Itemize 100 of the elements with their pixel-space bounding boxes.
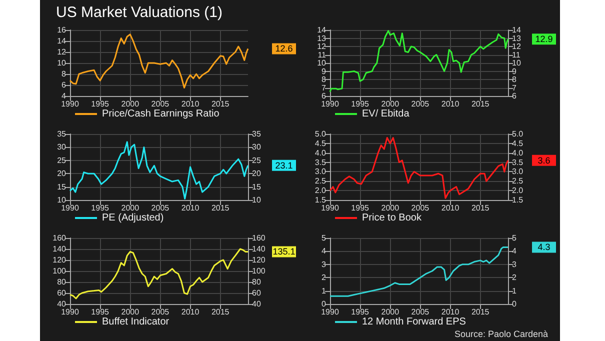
- y2-tick-label: 14: [512, 26, 522, 34]
- source-note: Source: Paolo Cardenà: [454, 329, 548, 339]
- y-tick-label: 120: [52, 256, 67, 264]
- x-tick-label: 2010: [441, 204, 460, 212]
- x-tick-label: 2000: [121, 204, 140, 212]
- y-tick-label: 35: [57, 130, 67, 138]
- x-tick-label: 1990: [61, 204, 80, 212]
- y-tick-label: 3.0: [314, 167, 327, 176]
- x-tick-label: 2005: [151, 308, 170, 316]
- y2-tick-label: 3: [512, 260, 517, 269]
- y2-tick-label: 7: [512, 83, 517, 92]
- y2-tick-label: 60: [252, 288, 262, 298]
- y2-tick-label: 12: [512, 42, 522, 51]
- y2-tick-label: 2.0: [512, 186, 524, 196]
- x-tick-label: 1990: [321, 204, 340, 212]
- y-tick-label: 0: [322, 300, 327, 308]
- y-tick-label: 6: [322, 92, 327, 100]
- y-tick-label: 2.0: [314, 186, 327, 196]
- text: 23.1: [275, 160, 293, 170]
- legend-label: Price/Cash Earnings Ratio: [102, 108, 220, 120]
- line-series: [69, 34, 249, 88]
- x-tick-label: 2015: [211, 204, 230, 212]
- y2-tick-label: 10: [512, 58, 522, 68]
- y-tick-label: 3: [322, 260, 327, 269]
- text: 12.6: [275, 44, 293, 54]
- y2-tick-label: 40: [252, 300, 262, 308]
- y2-tick-label: 5: [512, 234, 517, 242]
- x-tick-label: 2015: [211, 308, 230, 316]
- y2-tick-label: 1.5: [512, 196, 524, 204]
- y2-tick-label: 15: [252, 182, 262, 192]
- x-tick-label: 1990: [61, 308, 80, 316]
- line-series: [329, 30, 509, 93]
- y2-tick-label: 6: [512, 92, 517, 100]
- y-tick-label: 10: [317, 58, 327, 68]
- y-tick-label: 2: [322, 273, 327, 282]
- y-tick-label: 12: [317, 42, 327, 51]
- y2-tick-label: 160: [252, 234, 266, 242]
- legend-label: EV/ Ebitda: [362, 108, 410, 120]
- line-series: [69, 248, 249, 300]
- y2-tick-label: 2.5: [512, 176, 524, 186]
- y-tick-label: 4: [322, 246, 327, 256]
- y-tick-label: 6: [62, 80, 67, 90]
- y-tick-label: 4.0: [314, 148, 327, 158]
- y-tick-label: 15: [57, 182, 67, 192]
- y-tick-label: 25: [57, 156, 67, 165]
- y2-tick-label: 9: [512, 66, 517, 76]
- chart-title: US Market Valuations (1): [56, 4, 222, 21]
- y-tick-label: 4.5: [314, 138, 327, 148]
- x-tick-label: 2005: [151, 204, 170, 212]
- legend-label: Price to Book: [362, 212, 422, 224]
- text: 12.9: [535, 34, 553, 44]
- y-tick-label: 14: [57, 36, 67, 46]
- y2-tick-label: 13: [512, 34, 522, 43]
- legend-label: 12 Month Forward EPS: [362, 316, 466, 328]
- x-tick-label: 2010: [181, 100, 200, 108]
- x-tick-label: 2015: [471, 308, 490, 316]
- x-tick-label: 2015: [211, 100, 230, 108]
- y2-tick-label: 35: [252, 130, 262, 138]
- text: 135.1: [272, 246, 296, 257]
- text: 3.6: [538, 155, 550, 166]
- y-tick-label: 13: [317, 34, 327, 43]
- y2-tick-label: 140: [252, 244, 266, 254]
- y-tick-label: 20: [57, 169, 67, 178]
- y2-tick-label: 4.5: [512, 138, 524, 148]
- y2-tick-label: 2: [512, 273, 517, 282]
- y-tick-label: 5: [322, 234, 327, 242]
- x-tick-label: 1990: [321, 100, 340, 108]
- x-tick-label: 1995: [91, 308, 110, 316]
- x-tick-label: 1990: [61, 100, 80, 108]
- y-tick-label: 16: [57, 26, 67, 34]
- y-tick-label: 30: [57, 142, 67, 152]
- y-tick-label: 160: [52, 234, 67, 242]
- y-tick-label: 8: [322, 75, 327, 84]
- y-tick-label: 140: [52, 244, 67, 254]
- y2-tick-label: 3.0: [512, 167, 524, 176]
- y2-tick-label: 20: [252, 169, 262, 178]
- y2-tick-label: 100: [252, 266, 266, 276]
- y-tick-label: 80: [57, 278, 67, 286]
- x-tick-label: 2000: [381, 308, 400, 316]
- y2-tick-label: 0: [512, 300, 517, 308]
- x-tick-label: 2000: [121, 100, 140, 108]
- y-tick-label: 11: [318, 50, 327, 60]
- x-tick-label: 2015: [471, 100, 490, 108]
- y2-tick-label: 4.0: [512, 148, 524, 158]
- x-tick-label: 2005: [411, 100, 430, 108]
- x-tick-label: 1995: [351, 308, 370, 316]
- y-tick-label: 60: [57, 288, 67, 298]
- y-tick-label: 1: [322, 286, 327, 296]
- x-tick-label: 2010: [441, 308, 460, 316]
- x-tick-label: 1995: [351, 204, 370, 212]
- y-tick-label: 9: [322, 66, 327, 76]
- x-tick-label: 1990: [321, 308, 340, 316]
- y2-tick-label: 25: [252, 156, 262, 165]
- y2-tick-label: 8: [512, 75, 517, 84]
- y2-tick-label: 10: [252, 196, 262, 204]
- y-tick-label: 3.5: [314, 158, 327, 167]
- y2-tick-label: 11: [512, 50, 521, 60]
- x-tick-label: 1995: [91, 204, 110, 212]
- y2-tick-label: 120: [252, 256, 266, 264]
- line-series: [329, 246, 509, 297]
